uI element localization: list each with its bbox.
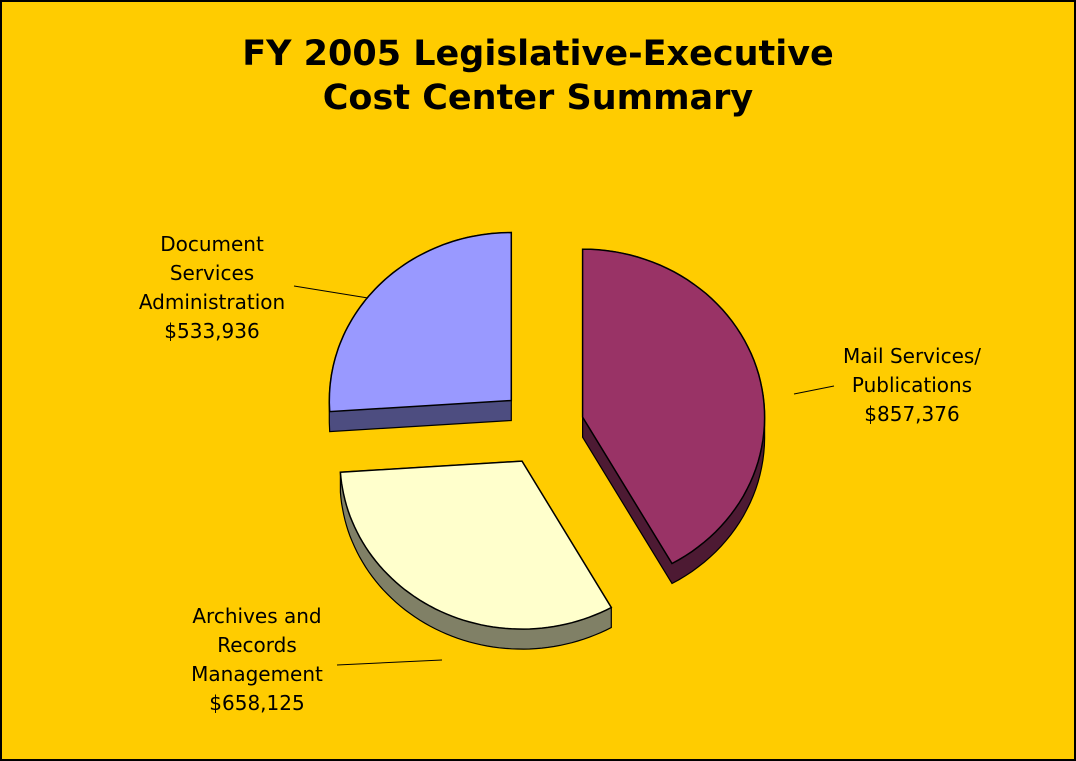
slice-label: Mail Services/ Publications $857,376 bbox=[792, 342, 1032, 429]
chart-title: FY 2005 Legislative-Executive Cost Cente… bbox=[242, 34, 834, 118]
leader-line bbox=[336, 659, 443, 666]
value-label: $658,125 bbox=[209, 691, 305, 715]
category-label: Archives and Records Management bbox=[191, 604, 323, 686]
leader-line bbox=[293, 285, 369, 299]
category-label: Document Services Administration bbox=[138, 232, 286, 314]
leader-line bbox=[793, 385, 835, 395]
slice bbox=[339, 460, 613, 630]
slice bbox=[328, 231, 513, 413]
slice bbox=[581, 248, 766, 565]
slice-label: Document Services Administration $533,936 bbox=[92, 230, 332, 346]
slice-label: Archives and Records Management $658,125 bbox=[137, 602, 377, 718]
value-label: $857,376 bbox=[864, 402, 960, 426]
category-label: Mail Services/ Publications bbox=[842, 344, 982, 397]
value-label: $533,936 bbox=[164, 319, 260, 343]
